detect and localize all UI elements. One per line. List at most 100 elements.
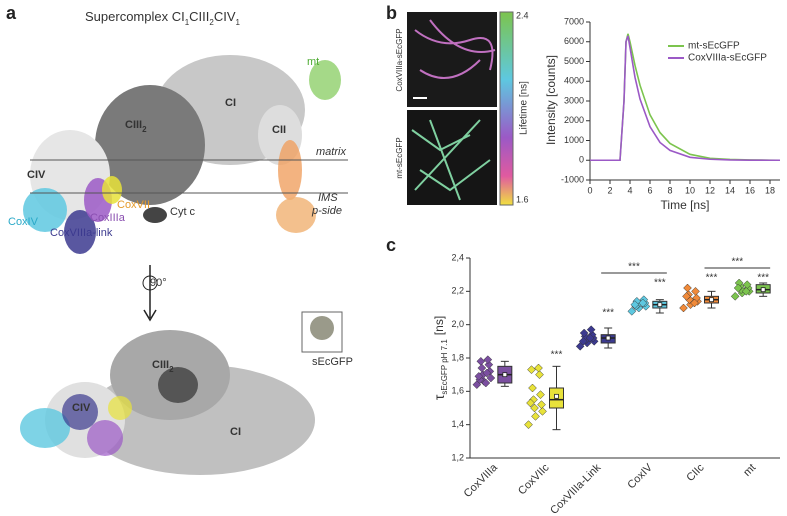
mito-texture bbox=[414, 19, 496, 79]
text-part: CIV bbox=[27, 169, 46, 181]
y-tick-label: 2,4 bbox=[451, 252, 464, 262]
text-part: sEcGFP bbox=[312, 356, 353, 368]
data-point bbox=[530, 403, 539, 413]
x-tick-label: 2 bbox=[607, 185, 612, 195]
significance-label: *** bbox=[706, 273, 718, 284]
data-point bbox=[535, 370, 544, 380]
data-point bbox=[730, 291, 740, 301]
colorbar-tick-label: 1.6 bbox=[516, 194, 529, 204]
y-tick-label: 0 bbox=[579, 155, 584, 165]
coxiv-rotated bbox=[20, 408, 70, 448]
rotation-icon bbox=[142, 275, 158, 291]
image-label: mt-sEcGFP bbox=[395, 137, 404, 178]
data-point bbox=[586, 325, 596, 335]
mean bbox=[657, 302, 663, 308]
y-tick-label: 2,0 bbox=[451, 319, 464, 329]
data-point bbox=[741, 286, 751, 296]
microscopy-image bbox=[407, 12, 497, 107]
mito-texture bbox=[411, 119, 491, 201]
data-point bbox=[536, 390, 545, 400]
x-tick-label: 6 bbox=[647, 185, 652, 195]
text-part: matrix bbox=[316, 146, 346, 158]
structure-label: CII bbox=[272, 124, 286, 136]
colorbar bbox=[499, 11, 514, 206]
data-point bbox=[691, 286, 700, 296]
series-line bbox=[590, 35, 780, 162]
panel-letter: b bbox=[386, 3, 397, 23]
data-point bbox=[579, 328, 589, 338]
x-tick-label: CoxIV bbox=[625, 461, 655, 491]
panel-letter: a bbox=[6, 3, 17, 23]
gfp-structure bbox=[310, 316, 334, 340]
y-tick-label: 1,2 bbox=[451, 452, 464, 462]
text-part: CIII bbox=[152, 359, 169, 371]
y-tick-label: 7000 bbox=[564, 16, 584, 26]
text-part: CIII bbox=[125, 119, 142, 131]
y-tick-label: 1,6 bbox=[451, 386, 464, 396]
subscript: 1 bbox=[185, 18, 190, 27]
data-point bbox=[627, 306, 637, 316]
data-point bbox=[526, 398, 535, 408]
data-point bbox=[682, 291, 691, 301]
structure-label: IMS bbox=[318, 192, 338, 204]
data-point bbox=[679, 303, 688, 313]
colorbar-tick-label: 2.4 bbox=[516, 10, 529, 20]
structure-label: CIV bbox=[72, 402, 91, 414]
panel-b bbox=[407, 11, 514, 206]
text-part: CoxVIIIa-link bbox=[50, 227, 113, 239]
text-part: [ns] bbox=[432, 316, 446, 335]
data-point bbox=[578, 336, 588, 346]
data-point bbox=[476, 356, 486, 366]
data-point bbox=[527, 365, 536, 375]
significance-label: *** bbox=[654, 278, 666, 289]
data-point bbox=[482, 368, 492, 378]
mean bbox=[554, 393, 559, 399]
data-point bbox=[486, 373, 496, 383]
legend-label: CoxVIIIa-sEcGFP bbox=[688, 53, 767, 64]
text-part: Cyt c bbox=[170, 206, 196, 218]
text-part: CoxIV bbox=[8, 216, 39, 228]
data-point bbox=[630, 300, 640, 310]
text-part: mt bbox=[307, 56, 319, 68]
arrow-head bbox=[143, 309, 157, 322]
mean bbox=[760, 287, 766, 293]
text-part: CIV bbox=[214, 9, 236, 24]
x-tick-label: 18 bbox=[765, 185, 775, 195]
structure-label: CI bbox=[230, 426, 241, 438]
x-tick-label: 16 bbox=[745, 185, 755, 195]
subscript: 1 bbox=[236, 18, 241, 27]
panel-title: Supercomplex CI1CIII2CIV1 bbox=[85, 9, 241, 26]
structure-label: Cyt c bbox=[170, 206, 196, 218]
panel-a bbox=[20, 55, 348, 475]
colorbar-label: Lifetime [ns] bbox=[519, 81, 530, 135]
y-tick-label: -1000 bbox=[561, 174, 584, 184]
x-tick-label: 8 bbox=[667, 185, 672, 195]
structure-label: CI bbox=[225, 97, 236, 109]
text-part: CoxVII bbox=[117, 199, 150, 211]
legend-label: mt-sEcGFP bbox=[688, 41, 740, 52]
y-axis-label: Intensity [counts] bbox=[544, 55, 558, 145]
complex-ciii bbox=[95, 85, 205, 205]
structure-label: CIV bbox=[27, 169, 46, 181]
microscopy-image bbox=[407, 110, 497, 205]
y-tick-label: 4000 bbox=[564, 76, 584, 86]
structure-label: CIII2 bbox=[152, 359, 174, 374]
text-part: CoxIIIa bbox=[90, 212, 126, 224]
significance-label: *** bbox=[628, 262, 640, 273]
mt-gfp bbox=[309, 60, 341, 100]
complex-cii-ims bbox=[276, 197, 316, 233]
y-tick-label: 5000 bbox=[564, 56, 584, 66]
structure-label: CoxIV bbox=[8, 216, 39, 228]
y-tick-label: 2000 bbox=[564, 115, 584, 125]
data-point bbox=[690, 298, 699, 308]
x-tick-label: 14 bbox=[725, 185, 735, 195]
data-point bbox=[733, 283, 743, 293]
cyt-c bbox=[143, 207, 167, 223]
x-tick-label: 10 bbox=[685, 185, 695, 195]
subscript: 2 bbox=[169, 365, 174, 374]
subscript: 2 bbox=[142, 125, 147, 134]
data-point bbox=[538, 406, 547, 416]
text-part: CIII bbox=[189, 9, 209, 24]
structure-label: CoxVII bbox=[117, 199, 150, 211]
